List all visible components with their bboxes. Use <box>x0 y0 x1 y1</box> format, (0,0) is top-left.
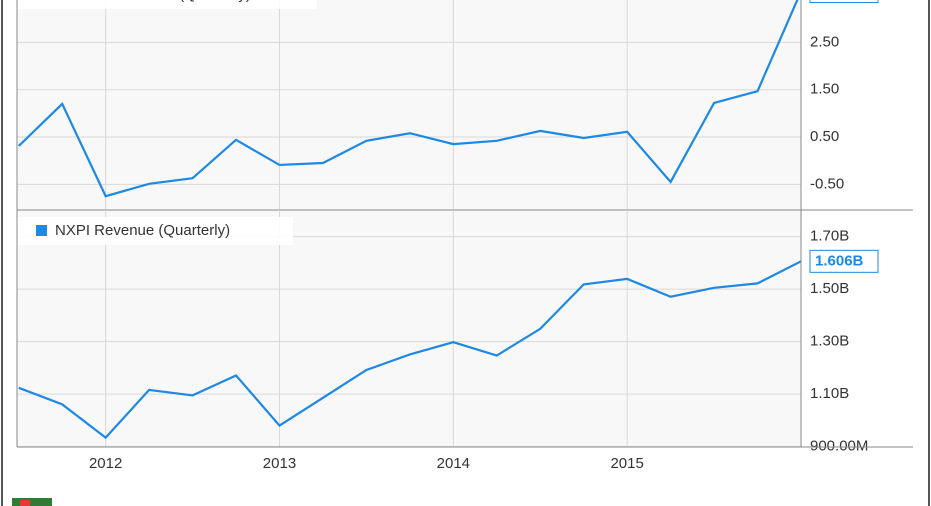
legend-box <box>17 217 293 245</box>
y-tick-label: 900.00M <box>810 438 868 455</box>
legend-swatch <box>36 225 47 236</box>
y-tick-label: 1.70B <box>810 228 849 245</box>
value-label: 1.606B <box>815 252 864 269</box>
y-tick-label: 1.10B <box>810 385 849 402</box>
y-tick-label: 1.30B <box>810 333 849 350</box>
y-tick-label: 2.50 <box>810 33 839 50</box>
x-tick-label: 2015 <box>610 455 643 472</box>
legend-label: NXPI Revenue (Quarterly) <box>55 222 230 239</box>
value-label-box <box>809 249 879 273</box>
x-tick-label: 2012 <box>89 455 122 472</box>
logo <box>12 498 52 506</box>
x-tick-label: 2014 <box>437 455 470 472</box>
series-line <box>18 260 802 440</box>
x-tick-label: 2013 <box>263 455 296 472</box>
value-label-box <box>809 0 879 3</box>
legend-label: NXPI EPS Diluted (Quarterly) <box>55 0 251 3</box>
series-line <box>17 0 799 198</box>
y-tick-label: 1.50B <box>810 280 849 297</box>
y-tick-label: -0.50 <box>810 175 844 192</box>
y-tick-label: 0.50 <box>810 128 839 145</box>
y-tick-label: 1.50 <box>810 81 839 98</box>
legend-box <box>17 0 317 9</box>
